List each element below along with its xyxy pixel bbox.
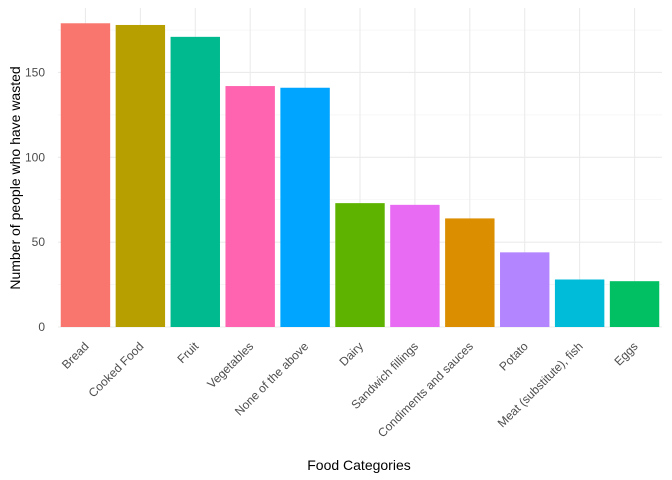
x-tick-label: Eggs	[611, 339, 640, 368]
bar-6	[335, 203, 385, 327]
x-tick-label: Condiments and sauces	[375, 339, 476, 440]
bar-2	[115, 24, 166, 328]
y-tick-label: 50	[32, 235, 46, 249]
bar-7	[390, 204, 440, 327]
bar-11	[609, 281, 660, 327]
y-axis-tick-labels: 0 50 100 150	[25, 65, 45, 334]
bar-8	[445, 218, 495, 327]
bar-9	[500, 252, 550, 327]
x-tick-label: Vegetables	[204, 339, 256, 391]
bar-10	[554, 279, 605, 327]
y-tick-label: 0	[38, 320, 45, 334]
y-axis-title: Number of people who have wasted	[7, 66, 23, 289]
x-axis-title: Food Categories	[307, 457, 411, 473]
bars	[60, 23, 660, 328]
bar-4	[225, 86, 275, 327]
x-tick-label: Potato	[496, 339, 531, 374]
y-tick-label: 150	[25, 65, 45, 79]
bar-3	[170, 36, 220, 328]
x-tick-label: Bread	[59, 339, 92, 372]
x-tick-label: Cooked Food	[86, 339, 147, 400]
bar-1	[60, 23, 111, 328]
x-tick-label: Fruit	[175, 339, 202, 366]
x-tick-label: Dairy	[336, 339, 366, 369]
bar-5	[280, 87, 330, 327]
y-tick-label: 100	[25, 150, 45, 164]
